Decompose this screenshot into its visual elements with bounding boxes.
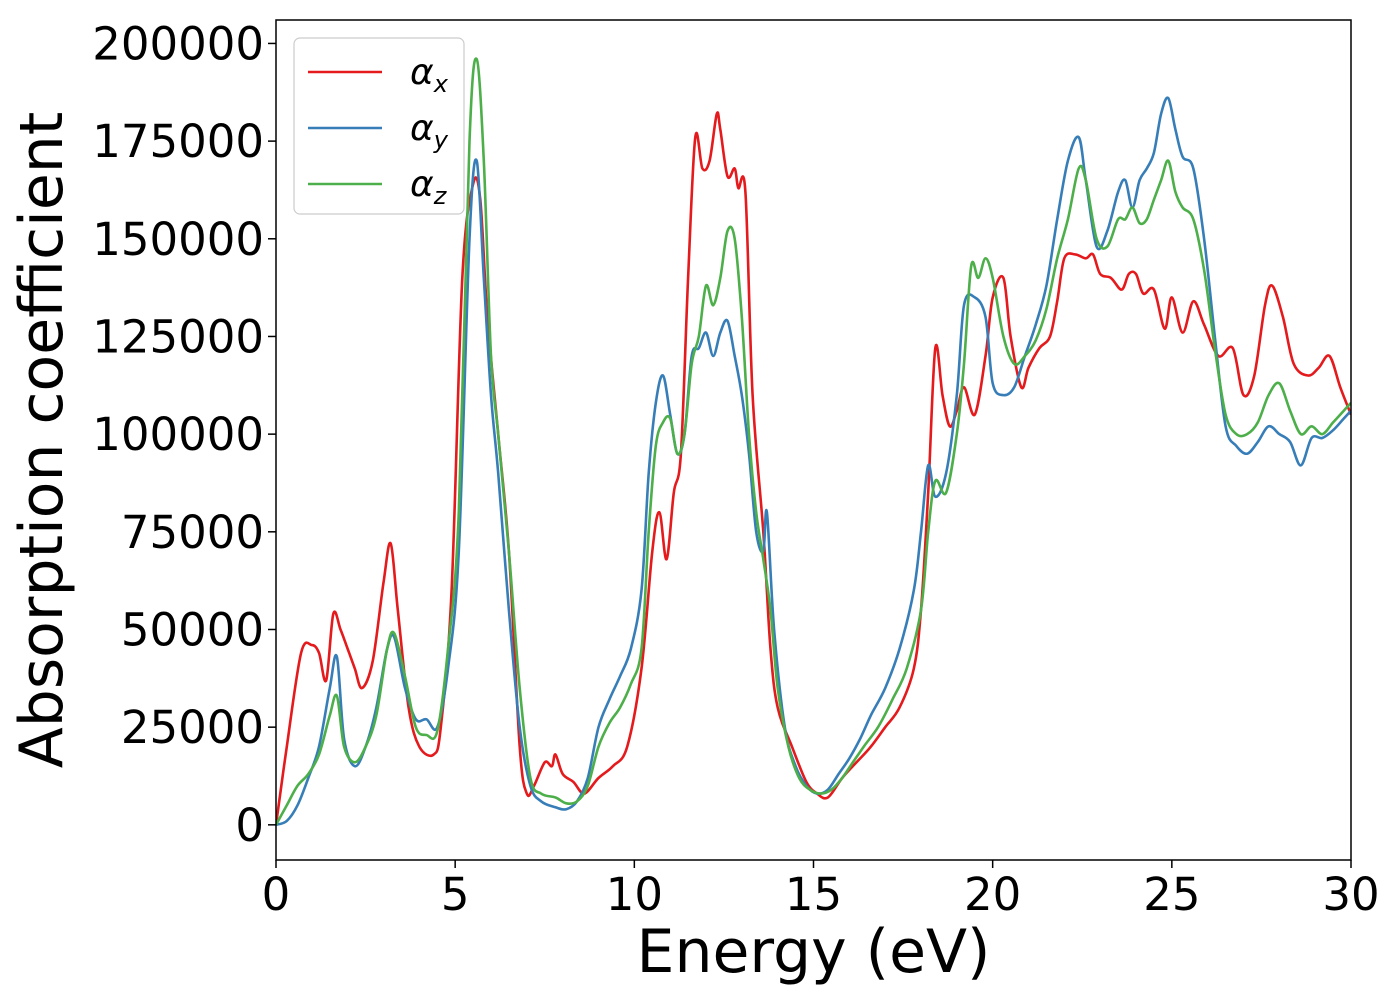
series-line-x [276, 111, 1351, 825]
y-tick-label: 50000 [121, 603, 264, 656]
y-tick-label: 175000 [92, 115, 264, 168]
x-tick-label: 20 [964, 868, 1021, 921]
x-axis-title: Energy (eV) [637, 917, 991, 987]
x-axis-ticks: 0 5 10 15 20 25 30 [262, 860, 1380, 921]
x-tick-label: 5 [441, 868, 470, 921]
y-tick-label: 0 [235, 799, 264, 852]
legend-subscript: x [433, 70, 449, 98]
y-axis-title: Absorption coefficient [7, 112, 77, 769]
series-line-y [276, 96, 1351, 827]
legend-box [293, 37, 465, 215]
y-axis-ticks: 0 25000 50000 75000 100000 125000 150000 175000… [92, 17, 276, 852]
x-tick-label: 10 [606, 868, 663, 921]
y-tick-label: 125000 [92, 310, 264, 363]
legend-subscript: z [433, 182, 448, 210]
legend-symbol: α [410, 108, 434, 149]
series-lines [276, 57, 1351, 827]
legend-symbol: α [410, 164, 434, 205]
y-tick-label: 200000 [92, 17, 264, 70]
plot-frame [275, 19, 1352, 861]
legend-label-y: αy [410, 108, 449, 154]
y-tick-label: 100000 [92, 408, 264, 461]
legend-label-z: αz [410, 164, 448, 210]
y-tick-label: 150000 [92, 213, 264, 266]
x-tick-label: 0 [262, 868, 291, 921]
legend-label-x: αx [410, 52, 449, 98]
x-tick-label: 15 [785, 868, 842, 921]
x-tick-label: 25 [1143, 868, 1200, 921]
legend-symbol: α [410, 52, 434, 93]
y-tick-label: 25000 [121, 701, 264, 754]
series-line-z [276, 57, 1351, 826]
x-tick-label: 30 [1322, 868, 1379, 921]
legend-subscript: y [433, 126, 449, 154]
y-tick-label: 75000 [121, 506, 264, 559]
